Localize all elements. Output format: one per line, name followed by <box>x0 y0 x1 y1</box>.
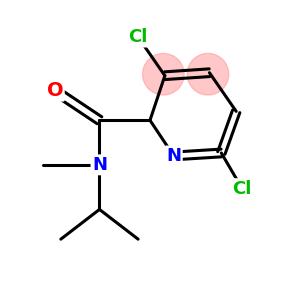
Text: Cl: Cl <box>128 28 148 46</box>
Circle shape <box>142 53 184 95</box>
Text: Cl: Cl <box>232 180 252 198</box>
Circle shape <box>187 53 229 95</box>
Text: N: N <box>92 156 107 174</box>
Text: O: O <box>46 81 63 100</box>
Text: N: N <box>166 147 181 165</box>
